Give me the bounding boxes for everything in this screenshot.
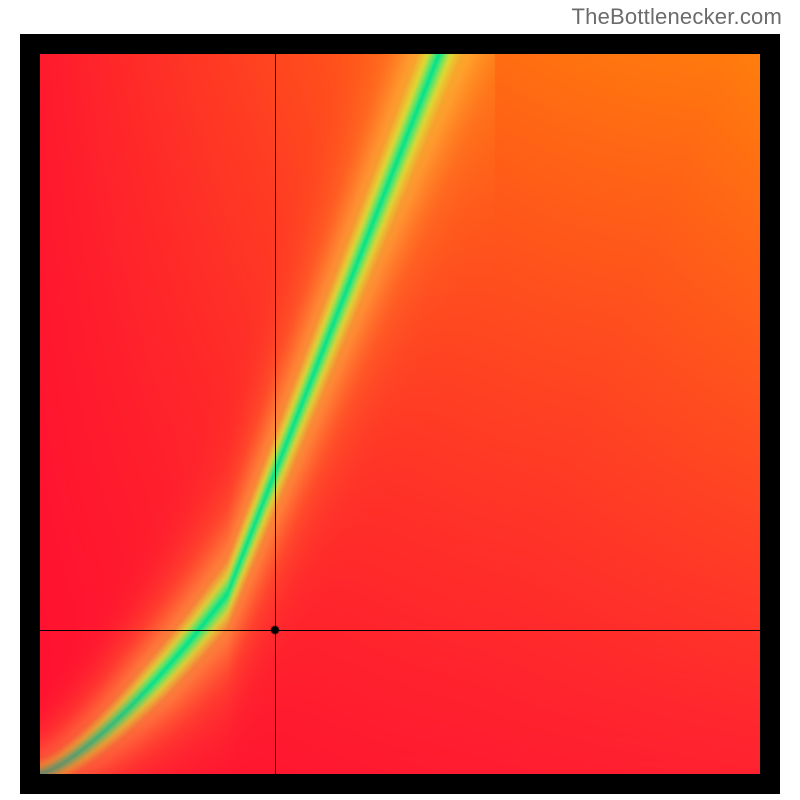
- crosshair-horizontal: [40, 630, 760, 631]
- heatmap-canvas: [40, 54, 760, 774]
- crosshair-dot: [270, 625, 280, 635]
- crosshair-vertical: [275, 54, 276, 774]
- watermark-text: TheBottlenecker.com: [572, 4, 782, 30]
